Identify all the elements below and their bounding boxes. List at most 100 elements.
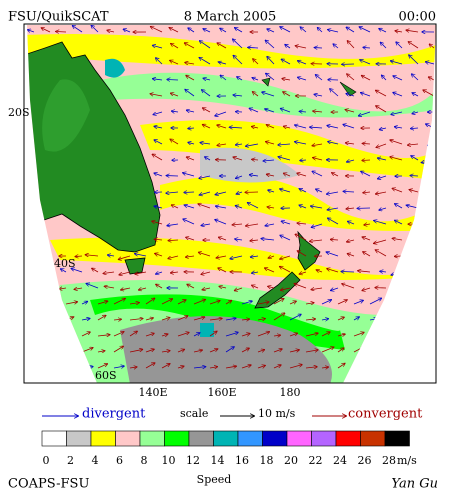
wind-arrow	[313, 158, 323, 160]
wind-arrow	[385, 335, 394, 336]
wind-arrow	[253, 59, 259, 65]
wind-arrow	[249, 108, 259, 113]
wind-arrow	[273, 313, 285, 321]
wind-arrow	[409, 190, 419, 192]
wind-arrow	[337, 348, 344, 353]
wind-arrow	[234, 287, 243, 291]
wind-arrow	[361, 171, 371, 177]
wind-arrow	[392, 188, 403, 193]
wind-arrow	[385, 363, 398, 369]
wind-arrow	[408, 42, 419, 49]
wind-arrow	[362, 160, 371, 161]
wind-arrow	[281, 221, 291, 225]
wind-arrow	[423, 90, 435, 97]
wind-arrow	[154, 140, 163, 145]
footer-left: COAPS-FSU	[8, 477, 89, 492]
wind-arrow	[248, 47, 259, 48]
wind-arrow	[185, 89, 195, 97]
wind-arrow	[278, 157, 291, 161]
island	[339, 81, 357, 97]
wind-arrow	[281, 59, 291, 65]
lat-label: 40S	[54, 257, 76, 270]
wind-arrow	[177, 366, 184, 368]
wind-arrow	[392, 287, 403, 288]
wind-arrow	[72, 26, 83, 33]
wind-arrow	[257, 365, 265, 368]
wind-arrow	[154, 239, 163, 240]
wind-arrow	[327, 208, 339, 210]
wind-arrow	[412, 93, 419, 97]
wind-arrow	[203, 78, 211, 80]
wind-arrow	[337, 317, 344, 320]
colorbar-tick-label: 6	[116, 454, 123, 467]
wind-arrow	[49, 317, 56, 320]
wind-arrow	[233, 56, 243, 65]
lon-label: 160E	[207, 386, 236, 399]
wind-arrow	[423, 271, 435, 275]
wind-arrow	[184, 205, 195, 209]
colorbar-tick-label: 20	[284, 454, 298, 467]
wind-arrow	[376, 143, 387, 147]
wind-arrow	[167, 79, 179, 80]
island	[261, 77, 271, 87]
colorbar-box	[286, 430, 312, 447]
wind-arrow	[186, 110, 195, 112]
wind-arrow	[193, 333, 200, 337]
wind-arrow	[236, 192, 243, 194]
wind-arrow	[380, 271, 387, 272]
colorbar-box	[384, 430, 410, 447]
wind-arrow	[235, 239, 243, 240]
wind-arrow	[33, 350, 42, 352]
wind-arrow	[113, 299, 125, 305]
wind-arrow	[219, 237, 227, 241]
wind-arrow	[347, 240, 355, 242]
wind-arrow	[379, 29, 387, 33]
wind-arrow	[150, 94, 163, 97]
wind-arrow	[391, 61, 403, 65]
wind-arrow	[347, 254, 355, 256]
wind-arrow	[156, 58, 163, 65]
wind-arrow	[299, 189, 307, 193]
wind-arrow	[289, 350, 299, 352]
speed-band	[140, 120, 436, 180]
wind-arrow	[71, 268, 83, 273]
wind-arrow	[81, 318, 90, 320]
wind-arrow	[299, 205, 307, 209]
wind-arrow	[49, 301, 59, 305]
wind-arrow	[358, 271, 371, 272]
wind-arrow	[154, 126, 163, 128]
wind-arrow	[59, 288, 67, 289]
wind-arrow	[121, 288, 131, 290]
wind-arrow	[281, 288, 291, 290]
wind-arrow	[266, 174, 275, 176]
wind-arrow	[428, 222, 435, 224]
wind-arrow	[408, 144, 419, 145]
wind-arrow	[153, 111, 163, 115]
wind-arrow	[129, 349, 143, 353]
wind-arrow	[86, 284, 99, 289]
wind-arrow	[215, 111, 227, 116]
wind-arrow	[199, 191, 211, 195]
wind-arrow	[385, 319, 392, 320]
colorbar-box	[115, 430, 141, 447]
wind-arrow	[376, 106, 387, 113]
wind-arrow	[297, 223, 307, 224]
wind-arrow	[361, 93, 371, 97]
speed-band	[200, 147, 300, 183]
wind-arrow	[209, 318, 222, 320]
wind-arrow	[257, 332, 269, 337]
wind-arrow	[263, 160, 275, 161]
wind-arrow	[305, 303, 314, 304]
wind-arrow	[152, 45, 163, 49]
wind-arrow	[346, 27, 355, 33]
wind-arrow	[225, 318, 236, 320]
wind-arrow	[156, 284, 163, 289]
colorbar-tick-label: 12	[186, 454, 200, 467]
header-left: FSU/QuikSCAT	[8, 10, 109, 25]
wind-arrow	[266, 142, 275, 144]
wind-arrow	[170, 139, 179, 145]
wind-arrow	[97, 301, 108, 305]
wind-arrow	[268, 286, 275, 288]
wind-arrow	[300, 27, 307, 33]
header-date: 8 March 2005	[184, 10, 277, 25]
